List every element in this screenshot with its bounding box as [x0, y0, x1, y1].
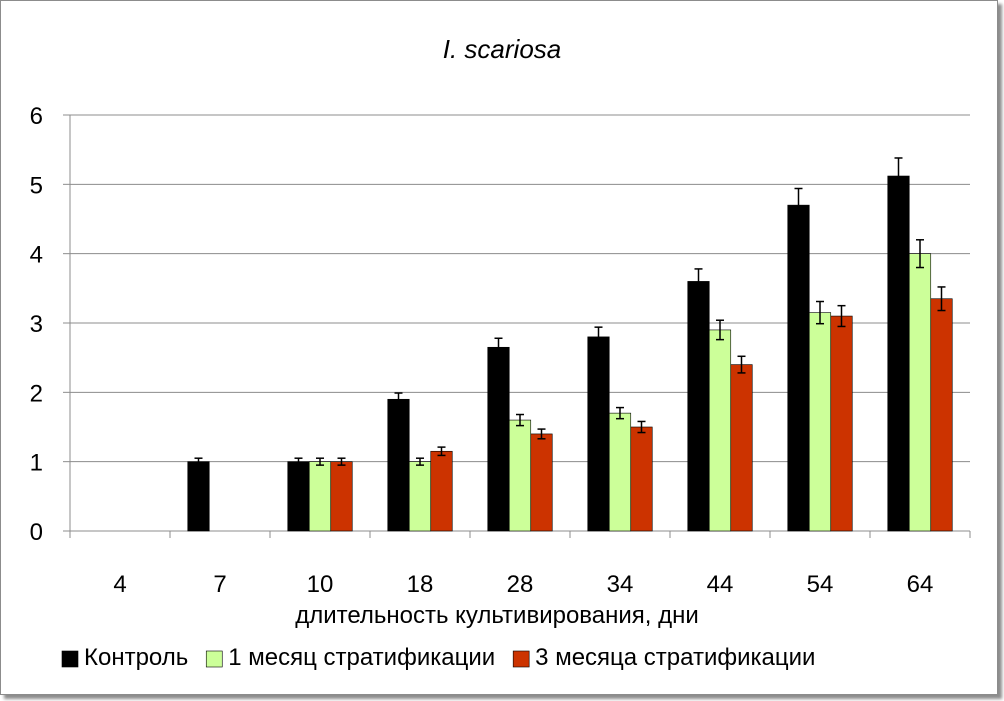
x-tick-label: 7: [213, 571, 226, 598]
bar-3-64: [930, 298, 953, 532]
bars: [187, 175, 953, 532]
y-tick-label: 0: [30, 519, 43, 546]
bar-3-34: [630, 426, 653, 532]
bar-3-10: [330, 461, 353, 532]
x-tick-label: 54: [807, 571, 834, 598]
x-tick-label: 4: [113, 571, 126, 598]
bar-1-44: [687, 281, 710, 532]
bar-3-28: [530, 433, 553, 532]
bar-1-7: [187, 461, 210, 532]
bar-2-64: [908, 253, 932, 532]
legend-label-2: 1 месяц стратификации: [228, 644, 495, 671]
bar-2-44: [708, 329, 732, 532]
x-tick-labels: 4 7 10 18 28 34 44 54 64: [113, 571, 933, 598]
x-tick-label: 28: [507, 571, 534, 598]
legend: Контроль 1 месяц стратификации 3 месяца ст…: [61, 644, 815, 671]
bar-1-10: [287, 461, 310, 532]
error-bars: [194, 157, 946, 466]
x-tick-label: 18: [407, 571, 434, 598]
legend-swatch-2: [205, 650, 223, 668]
bar-2-54: [808, 312, 832, 532]
legend-swatch-1: [61, 650, 79, 668]
bar-3-18: [430, 450, 453, 532]
y-tick-label: 5: [30, 172, 43, 199]
bar-2-28: [508, 419, 532, 532]
x-tick-label: 64: [907, 571, 934, 598]
y-tick-label: 6: [30, 103, 43, 130]
bar-2-18: [408, 461, 432, 532]
bar-2-34: [608, 412, 632, 532]
x-tick-label: 44: [707, 571, 734, 598]
legend-swatch-3: [512, 650, 530, 668]
x-tick-label: 34: [607, 571, 634, 598]
y-tick-labels: 0 1 2 3 4 5 6: [30, 103, 43, 546]
bar-3-44: [730, 364, 753, 532]
bar-3-54: [830, 315, 853, 532]
bar-1-34: [587, 336, 610, 532]
x-axis-title: длительность культивирования, дни: [295, 602, 699, 629]
bar-1-54: [787, 204, 810, 532]
y-tick-label: 4: [30, 242, 43, 269]
chart-title: I. scariosa: [443, 34, 562, 64]
bar-2-10: [308, 461, 332, 532]
legend-label-3: 3 месяца стратификации: [535, 644, 815, 671]
y-tick-label: 3: [30, 311, 43, 338]
legend-label-1: Контроль: [84, 644, 188, 671]
bar-1-28: [487, 346, 510, 532]
y-tick-label: 2: [30, 380, 43, 407]
x-tick-label: 10: [307, 571, 334, 598]
y-tick-label: 1: [30, 450, 43, 477]
bar-1-18: [387, 398, 410, 532]
bar-1-64: [887, 175, 910, 532]
